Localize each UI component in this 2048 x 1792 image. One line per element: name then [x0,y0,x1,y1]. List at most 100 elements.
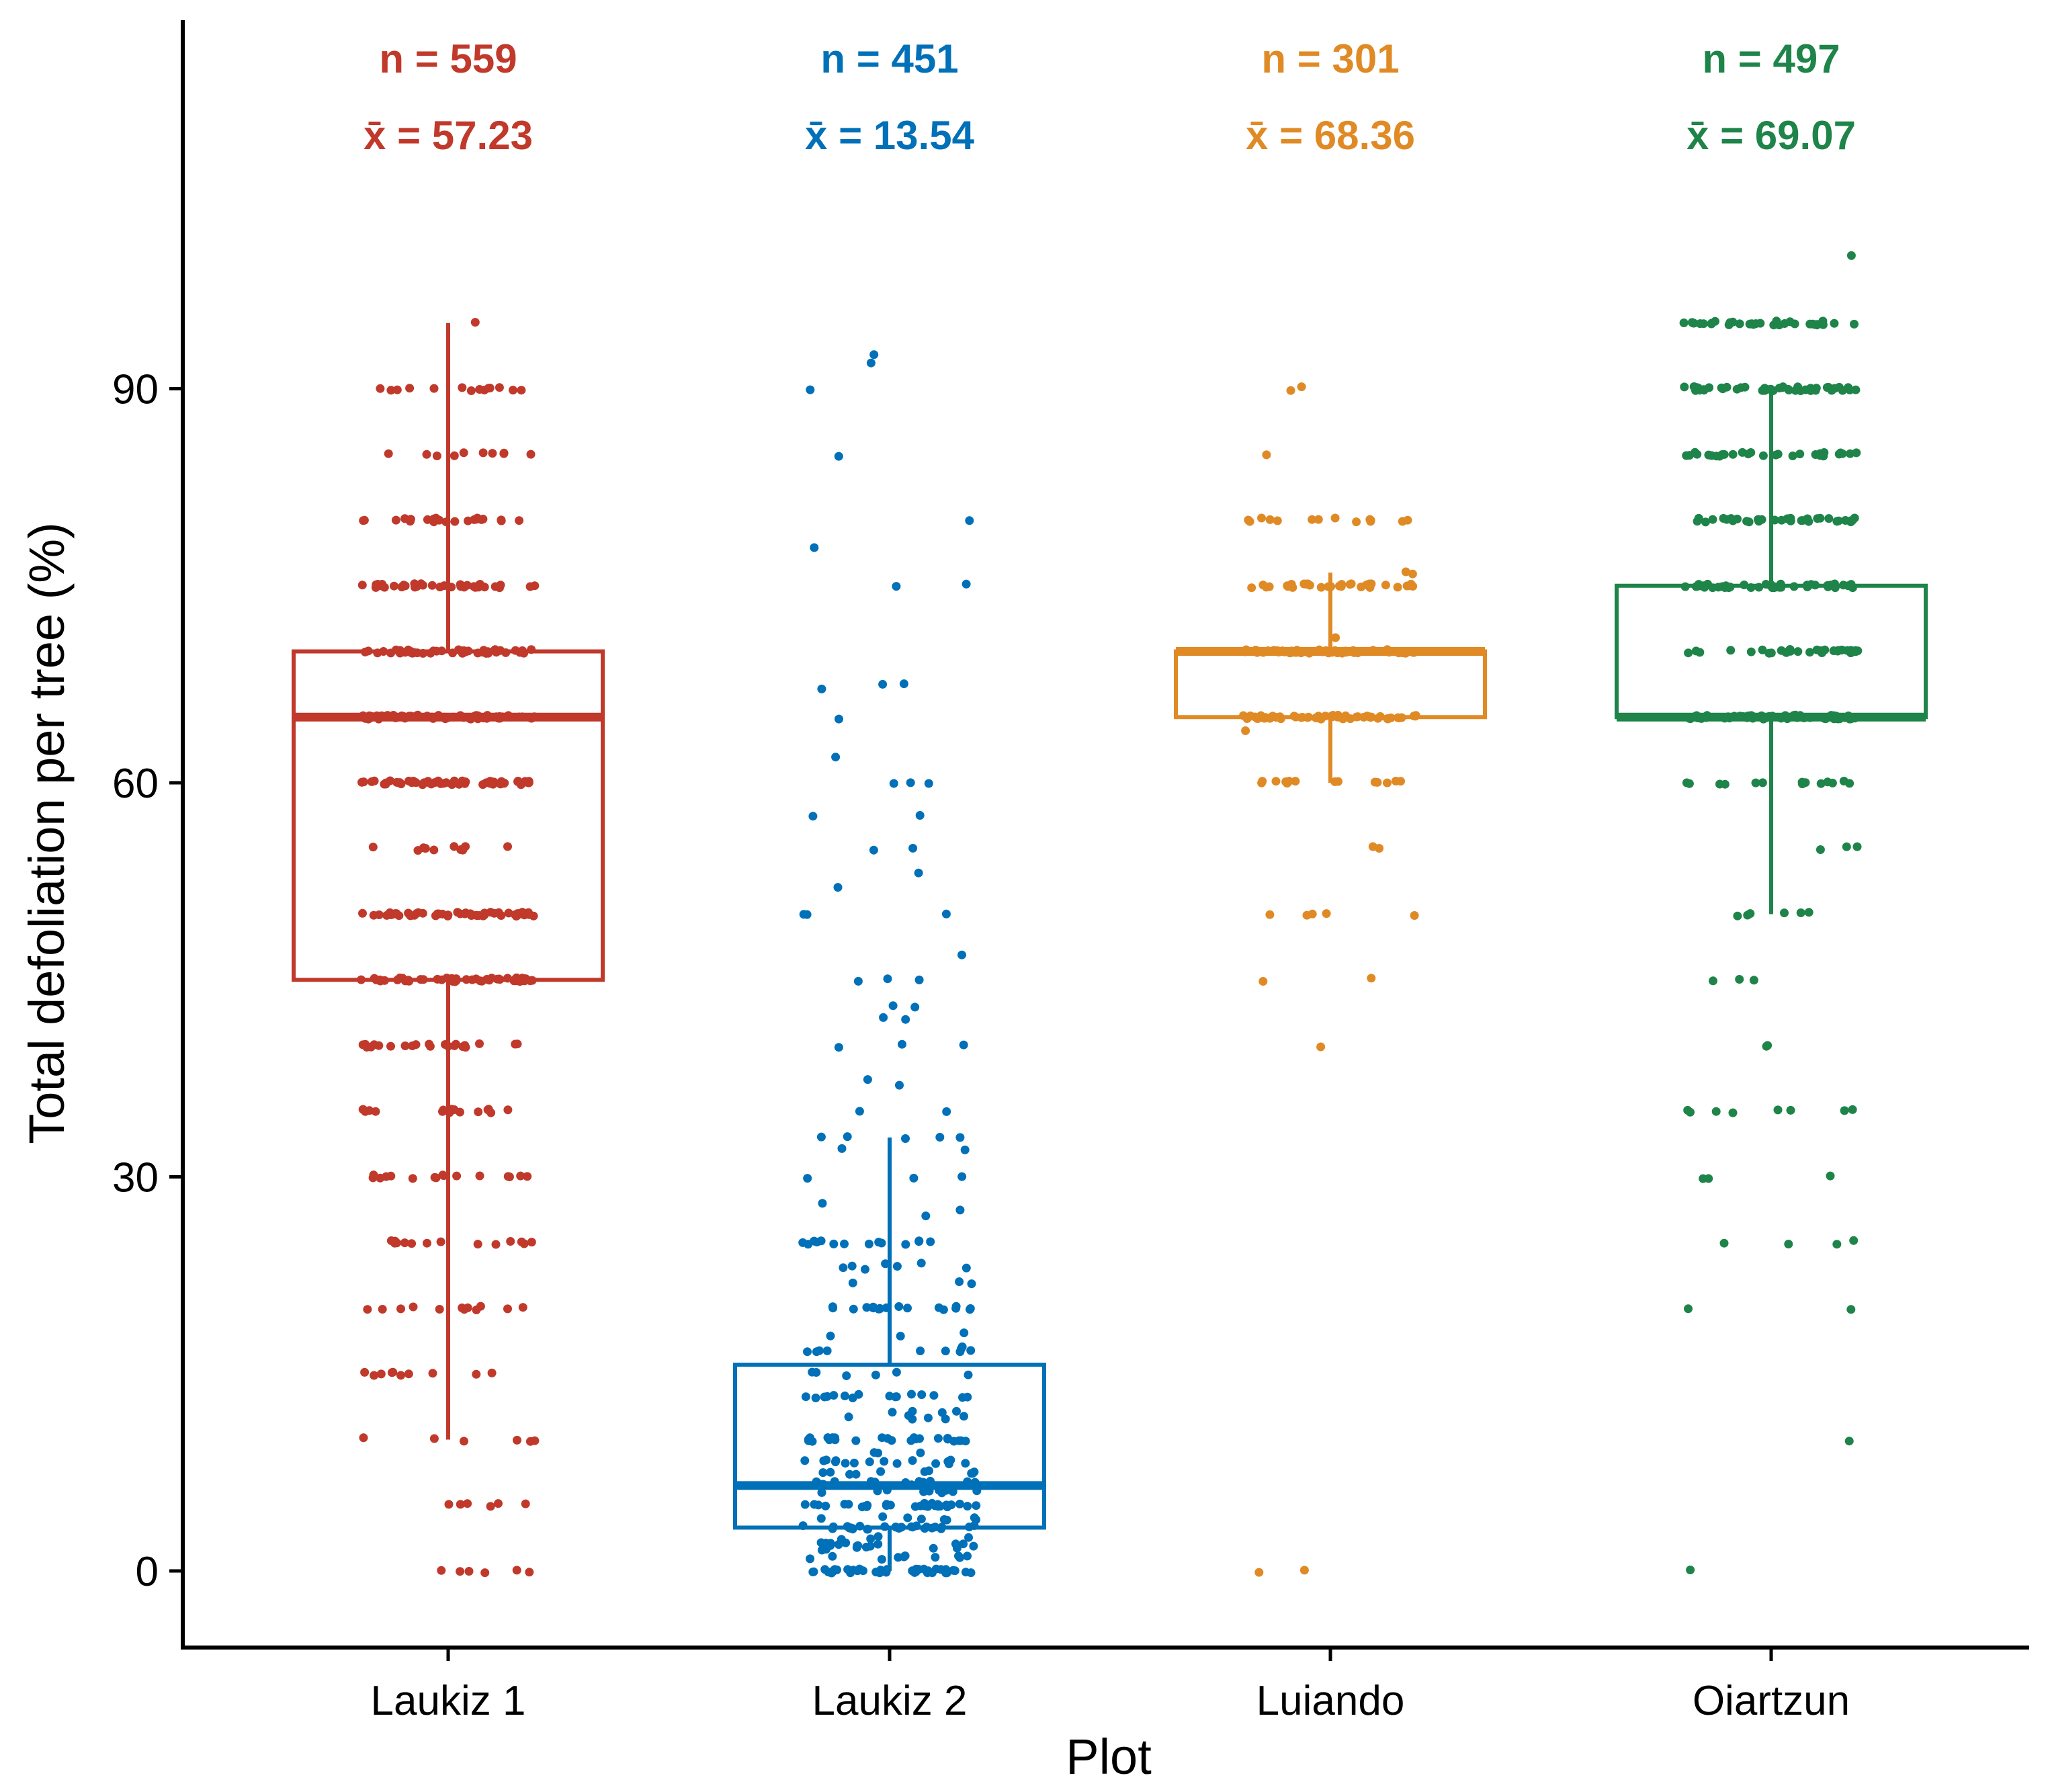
data-point [427,581,437,590]
data-point [1805,319,1815,329]
data-point [888,1408,897,1417]
data-point [1708,515,1717,524]
data-point [1724,320,1734,329]
data-point [826,1467,835,1477]
x-tick-label: Oiartzun [1693,1678,1850,1724]
data-point [955,1553,964,1562]
data-point [388,1367,398,1377]
data-point [1777,646,1786,655]
data-point [1834,382,1844,392]
data-point [413,846,423,855]
data-point [1684,648,1693,658]
data-point [1749,976,1758,985]
data-point [963,1551,972,1561]
data-point [967,1279,976,1289]
data-point [865,1457,874,1467]
data-point [503,1304,512,1314]
data-point [963,1392,972,1402]
data-point [883,974,892,984]
data-point [392,385,402,394]
data-point [390,1236,400,1246]
data-point [475,1171,484,1181]
data-point [1834,516,1843,525]
data-point [903,1304,912,1313]
data-point [816,1132,826,1142]
data-point [965,516,974,525]
data-point [892,582,901,591]
data-point [478,780,488,790]
data-point [1711,1107,1721,1116]
data-point [359,1433,368,1443]
data-point [435,515,444,525]
data-point [368,843,378,852]
data-point [1262,450,1271,460]
data-point [1330,513,1340,523]
data-point [1709,976,1717,986]
data-point [952,1543,962,1553]
data-point [899,679,908,689]
data-point [1366,515,1375,525]
data-point [513,777,522,786]
data-point [470,515,479,524]
data-point [972,1501,981,1510]
data-point [1735,319,1744,329]
data-point [879,1013,888,1022]
data-point [882,1500,891,1509]
data-point [429,384,439,393]
data-point [923,1502,933,1511]
data-point [491,1240,501,1249]
data-point [1308,515,1317,524]
data-point [875,1304,884,1314]
data-point [966,1346,976,1355]
data-point [811,1394,820,1402]
data-point [1733,911,1742,921]
data-point [418,908,427,918]
data-point [1848,1105,1857,1114]
data-point [1852,842,1862,851]
data-point [1749,320,1758,329]
data-point [484,384,493,393]
data-point [916,1347,925,1355]
data-point [845,1469,854,1479]
data-point [1758,778,1767,787]
data-point [432,452,441,460]
data-point [909,1173,919,1183]
data-point [916,1514,926,1524]
data-point [943,1457,953,1466]
data-point [527,1238,536,1247]
data-point [1679,318,1689,327]
data-point [1813,514,1822,523]
data-point [937,1408,947,1417]
data-point [463,1303,472,1312]
data-point [515,516,524,525]
data-point [1331,633,1340,642]
data-point [851,1436,861,1445]
data-point [817,684,826,693]
data-point [1773,1105,1783,1115]
data-point [1758,451,1768,460]
data-point [450,1041,459,1050]
data-point [912,1564,921,1574]
data-point [822,1455,831,1465]
data-point [452,1171,462,1181]
data-point [1334,581,1344,591]
data-point [1784,386,1793,394]
data-point [1805,648,1814,657]
data-point [517,386,526,395]
data-point [848,1394,857,1402]
data-point [358,1105,368,1114]
data-point [839,1263,848,1273]
data-point [516,1171,525,1181]
data-point [473,1240,482,1249]
n-label: n = 301 [1261,36,1399,81]
data-point [436,779,445,788]
data-point [877,1555,886,1564]
data-point [968,1469,977,1478]
data-point [941,1347,950,1356]
data-point [848,1278,857,1287]
data-point [826,1331,835,1340]
data-point [923,1566,933,1576]
data-point [423,1238,431,1248]
data-point [450,517,460,526]
